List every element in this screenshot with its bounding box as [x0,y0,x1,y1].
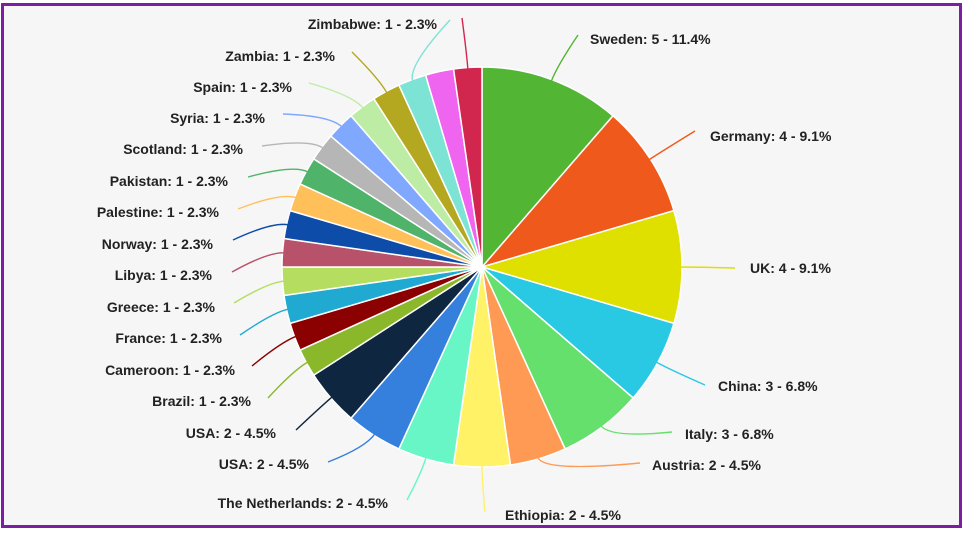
slice-label-20: Spain: 1 - 2.3% [193,79,292,95]
leader-line-16 [237,195,297,210]
slice-label-19: Syria: 1 - 2.3% [170,110,265,126]
leader-line-3 [655,361,706,386]
leader-line-9 [295,396,333,431]
leader-line-8 [327,433,376,463]
leader-line-0 [550,34,579,82]
slice-label-6: Ethiopia: 2 - 4.5% [505,507,621,523]
leader-line-22 [411,19,451,82]
slice-label-5: Austria: 2 - 4.5% [652,457,761,473]
slice-label-16: Palestine: 1 - 2.3% [97,204,220,220]
slice-label-2: UK: 4 - 9.1% [750,260,831,276]
slice-label-4: Italy: 3 - 6.8% [685,426,774,442]
leader-line-20 [308,82,364,109]
leader-lines [231,17,736,513]
leader-line-1 [648,130,696,161]
slice-label-18: Scotland: 1 - 2.3% [123,141,243,157]
slice-label-9: USA: 2 - 4.5% [186,425,277,441]
leader-line-6 [481,464,486,513]
leader-line-5 [537,456,641,468]
slice-label-1: Germany: 4 - 9.1% [710,128,832,144]
slice-label-10: Brazil: 1 - 2.3% [152,393,251,409]
leader-line-17 [247,168,309,178]
slice-label-14: Libya: 1 - 2.3% [115,267,213,283]
leader-line-7 [406,456,427,501]
slice-label-3: China: 3 - 6.8% [718,378,818,394]
leader-line-10 [267,361,309,399]
leader-line-18 [261,142,324,149]
leader-line-15 [232,223,289,241]
slice-label-15: Norway: 1 - 2.3% [102,236,214,252]
slice-label-7: The Netherlands: 2 - 4.5% [218,495,389,511]
leader-line-24 [461,17,469,70]
leader-line-11 [251,335,297,367]
slice-label-0: Sweden: 5 - 11.4% [590,31,711,47]
slice-label-22: Zimbabwe: 1 - 2.3% [308,16,438,32]
slice-label-17: Pakistan: 1 - 2.3% [110,173,229,189]
slice-labels: Sweden: 5 - 11.4% Germany: 4 - 9.1% UK: 4 … [97,16,832,523]
leader-line-12 [239,308,289,336]
slice-label-12: France: 1 - 2.3% [115,330,222,346]
slice-label-8: USA: 2 - 4.5% [219,456,310,472]
slice-label-13: Greece: 1 - 2.3% [107,299,216,315]
slice-label-11: Cameroon: 1 - 2.3% [105,362,235,378]
leader-line-4 [600,425,673,435]
leader-line-19 [282,113,343,128]
leader-line-2 [679,266,736,269]
leader-line-14 [231,252,285,273]
slice-label-21: Zambia: 1 - 2.3% [225,48,335,64]
leader-line-13 [233,280,285,304]
pie-slices [281,66,683,468]
leader-line-21 [351,51,388,94]
